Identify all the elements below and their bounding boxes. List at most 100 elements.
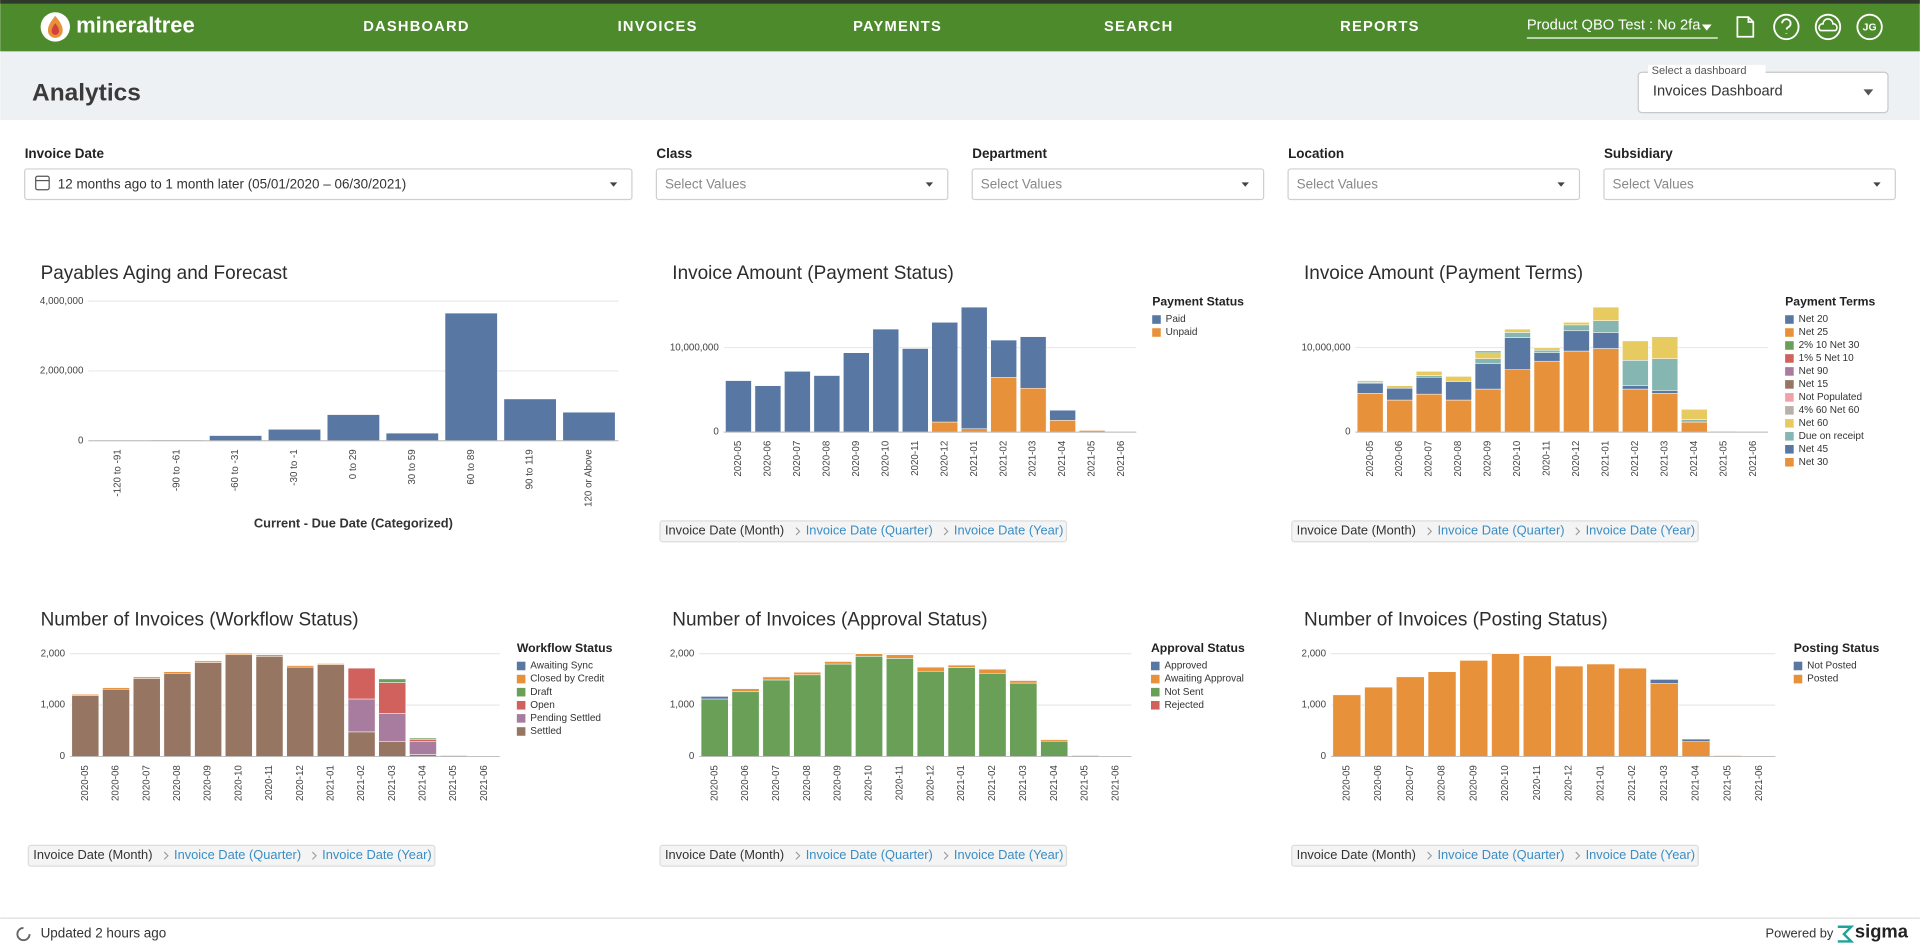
drill-level[interactable]: Invoice Date (Month) <box>665 523 784 538</box>
cloud-icon[interactable] <box>1814 13 1842 41</box>
avatar[interactable] <box>1856 13 1883 41</box>
bar-segment <box>225 652 253 656</box>
x-tick-label: 2020-06 <box>763 440 774 476</box>
legend-swatch <box>1785 406 1794 415</box>
bar-segment <box>784 371 811 433</box>
filter-dropdown[interactable]: Select Values <box>655 168 949 201</box>
nav-item[interactable]: REPORTS <box>1340 19 1420 35</box>
drill-level[interactable]: Invoice Date (Month) <box>1297 847 1416 862</box>
x-tick-label: 2020-06 <box>740 765 751 801</box>
x-tick-label: 2020-08 <box>821 440 832 476</box>
filter-box <box>1287 168 1581 201</box>
drill-level[interactable]: Invoice Date (Year) <box>954 523 1063 538</box>
bar-segment <box>793 671 822 673</box>
drill-level[interactable]: Invoice Date (Quarter) <box>174 847 301 862</box>
bar-segment <box>102 687 130 690</box>
filter-label: Department <box>972 146 1047 161</box>
bar-segment <box>762 676 791 681</box>
drill-level[interactable]: Invoice Date (Month) <box>1297 523 1416 538</box>
drill-level[interactable]: Invoice Date (Quarter) <box>806 847 933 862</box>
drill-level[interactable]: Invoice Date (Year) <box>1586 847 1695 862</box>
legend-swatch <box>1785 315 1794 324</box>
filter-dropdown[interactable]: Select Values <box>1287 168 1581 201</box>
drill-level[interactable]: Invoice Date (Year) <box>322 847 431 862</box>
chart-title: Number of Invoices (Approval Status) <box>672 610 987 631</box>
bar-segment <box>1386 399 1413 433</box>
account-menu[interactable]: Product QBO Test : No 2fa <box>1526 18 1718 39</box>
bar-segment <box>700 696 729 700</box>
drill-level[interactable]: Invoice Date (Month) <box>665 847 784 862</box>
filter-dropdown[interactable]: Select Values <box>1603 168 1896 201</box>
bar-segment <box>978 668 1007 670</box>
legend-label: Approved <box>1164 661 1207 672</box>
bar-segment <box>1533 360 1561 433</box>
filter-dropdown[interactable]: 12 months ago to 1 month later (05/01/20… <box>24 168 633 201</box>
filter-dropdown[interactable]: Select Values <box>971 168 1265 201</box>
legend-label: Posted <box>1807 674 1838 685</box>
drill-breadcrumb[interactable]: Invoice Date (Month) Invoice Date (Quarte… <box>1291 520 1699 543</box>
bar-segment <box>163 673 192 757</box>
bar-segment <box>1356 393 1384 433</box>
drill-breadcrumb[interactable]: Invoice Date (Month) Invoice Date (Quarte… <box>659 520 1068 543</box>
bar-segment <box>978 668 1007 674</box>
bar-segment <box>194 662 222 757</box>
bar-segment <box>947 667 976 757</box>
x-tick-label: 2020-09 <box>203 765 214 801</box>
nav-item[interactable]: INVOICES <box>618 19 698 35</box>
legend-swatch <box>1150 700 1160 710</box>
bar-segment <box>378 713 407 742</box>
x-tick-label: 2021-03 <box>1028 440 1039 476</box>
bar-segment <box>286 666 314 757</box>
legend-label: Rejected <box>1164 700 1204 711</box>
bar-segment <box>1415 393 1443 433</box>
document-icon[interactable] <box>1736 16 1755 38</box>
x-tick-label: 2020-07 <box>1405 765 1416 801</box>
filter-value: Select Values <box>1297 176 1379 191</box>
dashboard-select[interactable]: Select a dashboard Invoices Dashboard <box>1637 64 1889 114</box>
y-tick-label: 0 <box>689 751 695 762</box>
x-tick-label: 2020-10 <box>233 765 244 801</box>
x-tick-label: 2020-06 <box>111 765 122 801</box>
chart: Number of Invoices (Workflow Status) 0 1,0… <box>41 610 500 801</box>
drill-box <box>1291 520 1699 543</box>
bar-segment <box>1474 388 1502 433</box>
drill-level[interactable]: Invoice Date (Year) <box>954 847 1063 862</box>
bar-segment <box>1618 667 1647 757</box>
dashboard-label-bg <box>1648 64 1766 78</box>
x-tick-label: 2020-11 <box>910 441 921 476</box>
filter-box <box>655 168 949 201</box>
bar-segment <box>1533 349 1561 353</box>
drill-breadcrumb[interactable]: Invoice Date (Month) Invoice Date (Quarte… <box>659 844 1068 867</box>
legend-swatch <box>1152 328 1161 337</box>
legend-label: Unpaid <box>1166 327 1198 338</box>
nav-item[interactable]: DASHBOARD <box>363 19 470 35</box>
drill-breadcrumb[interactable]: Invoice Date (Month) Invoice Date (Quarte… <box>1291 844 1699 867</box>
help-icon[interactable] <box>1773 13 1800 41</box>
drill-level[interactable]: Invoice Date (Quarter) <box>806 523 933 538</box>
logo[interactable]: mineraltree <box>40 12 195 42</box>
bar-segment <box>1009 679 1038 681</box>
bar-segment <box>1592 306 1620 321</box>
x-tick-label: 2020-07 <box>141 765 152 801</box>
x-tick-label: 2020-12 <box>295 765 306 801</box>
drill-separator <box>1427 527 1433 536</box>
refresh-icon[interactable] <box>16 927 31 942</box>
bar-segment <box>1651 390 1679 394</box>
drill-breadcrumb[interactable]: Invoice Date (Month) Invoice Date (Quarte… <box>27 844 436 867</box>
drill-level[interactable]: Invoice Date (Year) <box>1586 523 1695 538</box>
legend-label: Settled <box>530 726 561 737</box>
help-glyph <box>1781 18 1792 34</box>
drill-level[interactable]: Invoice Date (Quarter) <box>1437 847 1564 862</box>
x-tick-label: 60 to 89 <box>466 449 477 484</box>
legend-swatch <box>516 661 526 671</box>
drill-level[interactable]: Invoice Date (Month) <box>33 847 152 862</box>
nav-item[interactable]: SEARCH <box>1104 19 1173 35</box>
drill-level[interactable]: Invoice Date (Quarter) <box>1437 523 1564 538</box>
legend-swatch <box>1785 341 1794 350</box>
bar-segment <box>1504 328 1531 333</box>
y-tick-label: 10,000,000 <box>670 342 720 353</box>
nav-item[interactable]: PAYMENTS <box>853 19 942 35</box>
bar-segment <box>947 664 976 668</box>
bar <box>386 433 439 441</box>
drill-separator <box>163 851 169 860</box>
